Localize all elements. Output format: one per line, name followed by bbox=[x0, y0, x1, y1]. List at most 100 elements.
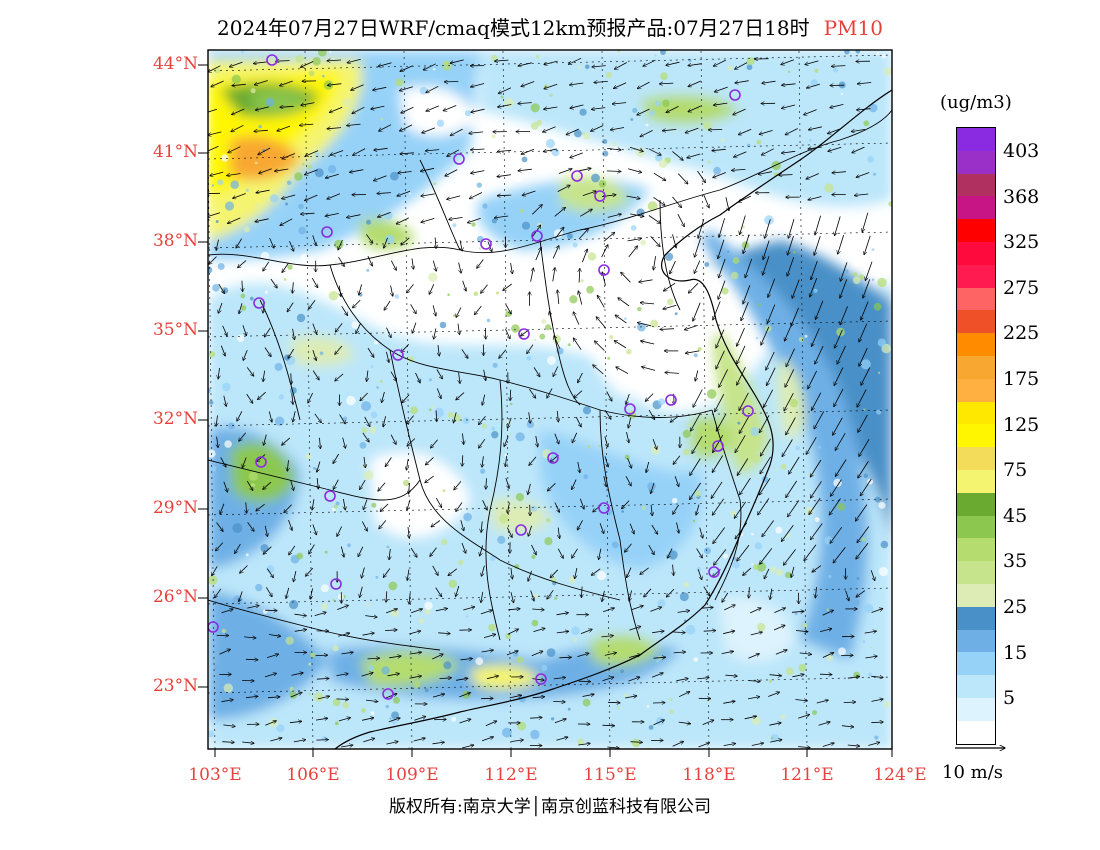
field-speck bbox=[301, 162, 305, 166]
wind-arrow bbox=[528, 483, 531, 495]
wind-arrow bbox=[672, 151, 683, 160]
wind-arrow bbox=[338, 633, 350, 637]
city-marker bbox=[266, 54, 278, 66]
field-speck bbox=[577, 65, 581, 69]
colorbar-cell bbox=[957, 697, 995, 721]
field-speck bbox=[855, 50, 861, 54]
wind-arrow bbox=[293, 328, 295, 340]
wind-arrow bbox=[308, 392, 313, 403]
wind-arrow bbox=[212, 566, 218, 575]
wind-arrow bbox=[469, 132, 483, 134]
wind-arrow bbox=[672, 741, 684, 747]
city-marker bbox=[535, 673, 547, 685]
field-speck bbox=[250, 483, 256, 488]
city-markers bbox=[208, 54, 754, 700]
wind-arrow bbox=[572, 432, 578, 443]
wind-arrow bbox=[808, 147, 822, 149]
field-speck bbox=[582, 406, 592, 415]
field-speck bbox=[533, 593, 539, 599]
wind-arrow bbox=[781, 104, 796, 108]
wind-arrow bbox=[246, 502, 247, 513]
wind-arrow bbox=[648, 544, 655, 555]
wind-arrow bbox=[503, 283, 512, 291]
wind-arrow bbox=[218, 283, 225, 294]
wind-arrow bbox=[760, 438, 771, 456]
wind-arrow bbox=[497, 195, 512, 196]
wind-arrow bbox=[672, 196, 682, 208]
map-title: 2024年07月27日WRF/cmaq模式12km预报产品:07月27日18时 P… bbox=[0, 12, 1100, 41]
wind-arrow bbox=[400, 124, 413, 131]
field-speck bbox=[403, 479, 410, 487]
wind-arrow bbox=[266, 654, 279, 658]
city-marker bbox=[321, 226, 333, 238]
field-speck bbox=[792, 251, 796, 254]
wind-arrow bbox=[566, 128, 579, 135]
wind-arrow bbox=[460, 240, 462, 251]
wind-arrow bbox=[591, 108, 606, 110]
field-speck bbox=[395, 78, 404, 87]
wind-arrow bbox=[808, 370, 817, 389]
wind-arrow bbox=[351, 84, 364, 91]
lon-label: 106°E bbox=[286, 765, 340, 785]
field-speck bbox=[314, 168, 324, 178]
field-speck bbox=[852, 257, 862, 267]
field-speck bbox=[660, 50, 666, 55]
field-speck bbox=[546, 648, 556, 657]
field-speck bbox=[245, 553, 249, 557]
wind-arrow bbox=[305, 567, 314, 576]
wind-arrow bbox=[277, 125, 291, 131]
wind-arrow bbox=[631, 606, 643, 610]
wind-arrow bbox=[378, 212, 391, 217]
wind-arrow bbox=[779, 175, 793, 176]
field-speck bbox=[443, 661, 452, 670]
wind-arrow bbox=[216, 522, 224, 532]
wind-arrow bbox=[596, 317, 606, 328]
wind-arrow bbox=[735, 522, 748, 539]
field-speck bbox=[254, 161, 258, 165]
field-speck bbox=[322, 74, 325, 78]
wind-arrow bbox=[339, 414, 346, 424]
lat-gridline bbox=[208, 676, 892, 694]
field-speck bbox=[515, 432, 525, 442]
wind-arrow bbox=[420, 167, 435, 171]
wind-arrow bbox=[696, 548, 703, 558]
wind-vectors bbox=[208, 58, 884, 748]
wind-arrow bbox=[511, 262, 513, 274]
wind-arrow bbox=[694, 260, 701, 274]
lon-gridline bbox=[700, 50, 710, 749]
wind-arrow bbox=[579, 269, 580, 283]
field-speck bbox=[500, 95, 504, 99]
wind-arrow bbox=[858, 460, 869, 478]
wind-arrow bbox=[305, 194, 318, 201]
wind-arrow bbox=[718, 280, 726, 300]
wind-arrow bbox=[840, 279, 848, 298]
wind-arrow bbox=[325, 173, 339, 178]
field-speck bbox=[286, 180, 292, 186]
field-speck bbox=[746, 64, 753, 71]
wind-arrow bbox=[220, 345, 225, 356]
field-speck bbox=[752, 454, 762, 463]
wind-arrow bbox=[690, 482, 701, 500]
wind-arrow bbox=[572, 479, 577, 490]
wind-arrow bbox=[289, 545, 296, 555]
wind-arrow bbox=[409, 482, 410, 494]
field-speck bbox=[704, 262, 710, 267]
field-speck bbox=[655, 154, 663, 162]
field-speck bbox=[611, 146, 620, 154]
field-speck bbox=[351, 321, 359, 329]
wind-arrow bbox=[775, 650, 787, 655]
colorbar-cell bbox=[957, 720, 995, 744]
wind-arrow bbox=[360, 392, 368, 401]
field-speck bbox=[703, 121, 712, 130]
wind-arrow bbox=[208, 108, 218, 113]
wind-arrow bbox=[737, 367, 746, 385]
wind-arrow bbox=[471, 170, 485, 174]
colorbar-cell bbox=[957, 219, 995, 242]
city-marker bbox=[624, 403, 636, 415]
wind-arrow bbox=[712, 498, 725, 515]
wind-arrow bbox=[499, 349, 507, 359]
wind-arrow bbox=[762, 520, 774, 537]
field-speck bbox=[332, 698, 341, 707]
wind-arrow bbox=[652, 631, 664, 633]
wind-arrow bbox=[837, 345, 846, 364]
